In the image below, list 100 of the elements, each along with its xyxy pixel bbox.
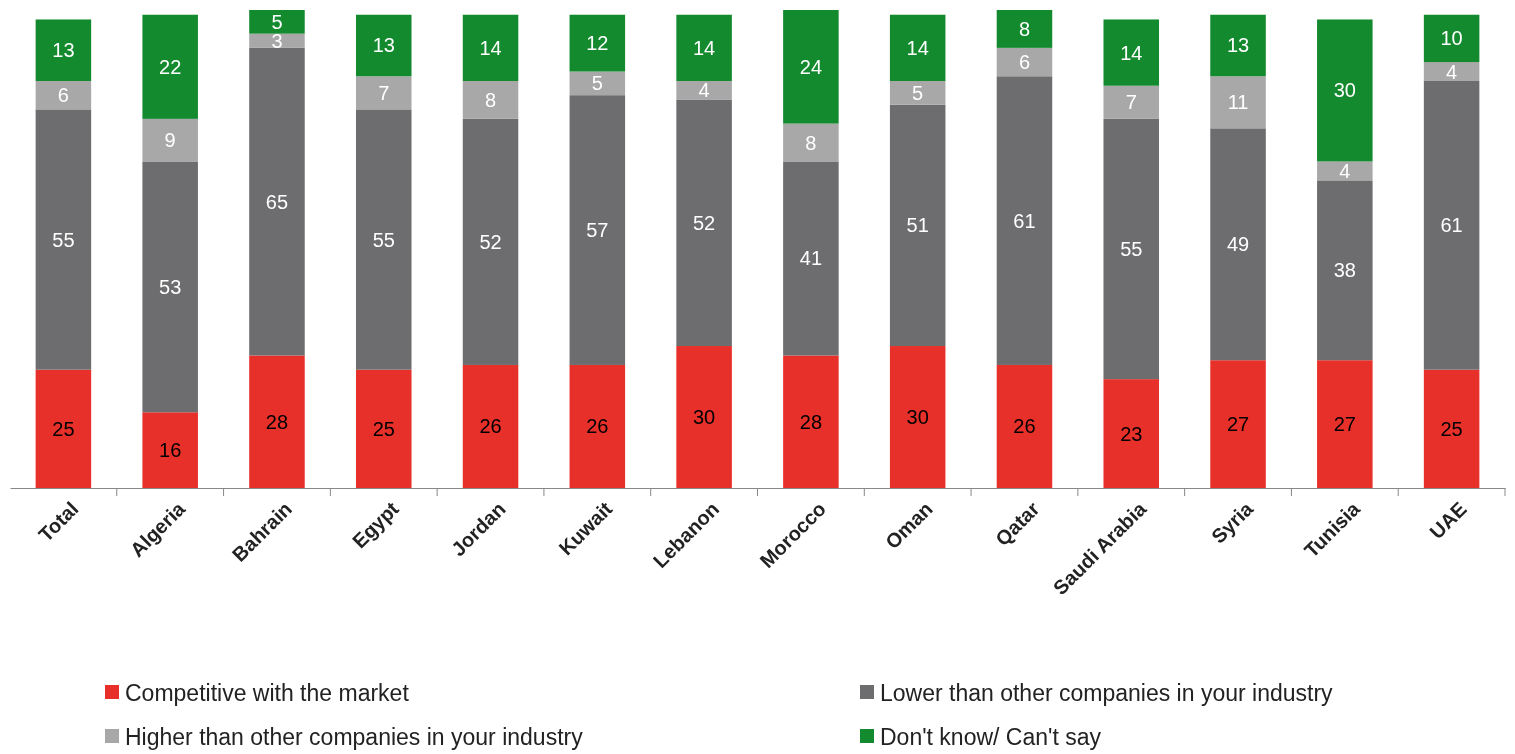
data-label: 28 bbox=[799, 410, 823, 433]
bar bbox=[355, 109, 412, 370]
bar bbox=[889, 346, 946, 488]
bar bbox=[1103, 85, 1160, 119]
data-label: 53 bbox=[159, 275, 182, 298]
bar bbox=[35, 109, 92, 370]
bar bbox=[462, 80, 519, 119]
data-label: 24 bbox=[799, 55, 823, 78]
bar bbox=[35, 19, 92, 81]
data-label: 12 bbox=[586, 32, 609, 55]
bar bbox=[569, 95, 626, 365]
bar bbox=[1317, 161, 1373, 181]
bar bbox=[1210, 360, 1266, 488]
bar bbox=[889, 104, 946, 347]
bar bbox=[462, 364, 519, 488]
data-label: 28 bbox=[265, 410, 289, 433]
data-label: 14 bbox=[479, 36, 502, 59]
bar bbox=[996, 76, 1053, 365]
bar bbox=[1317, 19, 1373, 162]
legend-label: Competitive with the market bbox=[125, 680, 410, 707]
bar bbox=[142, 161, 198, 413]
data-label: 14 bbox=[692, 36, 716, 59]
data-label: 10 bbox=[1440, 27, 1463, 50]
data-label: 25 bbox=[52, 417, 75, 440]
data-label: 27 bbox=[1226, 413, 1250, 436]
bar bbox=[676, 80, 732, 100]
data-label: 26 bbox=[1013, 415, 1036, 438]
bar bbox=[1210, 76, 1266, 129]
data-label: 57 bbox=[586, 219, 609, 242]
data-label: 16 bbox=[159, 439, 182, 462]
bar bbox=[676, 99, 732, 347]
data-label: 4 bbox=[1339, 159, 1351, 182]
data-label: 11 bbox=[1227, 91, 1249, 114]
bar bbox=[1423, 369, 1480, 488]
data-label: 55 bbox=[52, 228, 75, 251]
bar bbox=[1317, 180, 1373, 361]
bar bbox=[355, 14, 412, 77]
data-label: 25 bbox=[372, 417, 395, 440]
bar bbox=[783, 161, 839, 356]
bar bbox=[1103, 118, 1160, 380]
bar bbox=[249, 10, 305, 34]
bar bbox=[996, 47, 1053, 77]
data-label: 8 bbox=[805, 131, 817, 154]
data-label: 30 bbox=[692, 406, 716, 429]
data-label: 9 bbox=[164, 129, 176, 152]
bar bbox=[1210, 14, 1266, 77]
bar bbox=[462, 118, 519, 365]
data-label: 38 bbox=[1333, 259, 1356, 282]
bar bbox=[676, 14, 732, 81]
data-label: 6 bbox=[1018, 51, 1031, 74]
data-label: 49 bbox=[1226, 233, 1250, 256]
bar bbox=[355, 76, 412, 110]
legend-label: Don't know/ Can't say bbox=[880, 724, 1102, 751]
data-label: 25 bbox=[1440, 417, 1463, 440]
bar bbox=[569, 364, 626, 488]
bar bbox=[889, 14, 946, 81]
bar bbox=[569, 71, 626, 96]
data-label: 23 bbox=[1120, 422, 1143, 445]
data-label: 5 bbox=[912, 81, 924, 104]
bar bbox=[783, 355, 839, 488]
bar bbox=[1423, 14, 1480, 63]
data-label: 8 bbox=[1018, 17, 1031, 40]
data-label: 22 bbox=[159, 55, 182, 78]
bar bbox=[996, 10, 1053, 48]
data-label: 52 bbox=[692, 211, 716, 234]
bar bbox=[142, 412, 198, 488]
bar bbox=[142, 14, 198, 119]
bar bbox=[35, 369, 92, 488]
bar bbox=[569, 14, 626, 72]
bar bbox=[1103, 19, 1160, 86]
data-label: 41 bbox=[799, 247, 823, 270]
data-label: 27 bbox=[1333, 413, 1356, 436]
data-label: 6 bbox=[57, 84, 69, 107]
data-label: 61 bbox=[1440, 214, 1463, 237]
data-label: 13 bbox=[1226, 34, 1250, 57]
data-label: 30 bbox=[906, 406, 929, 429]
data-label: 4 bbox=[698, 79, 710, 102]
data-label: 14 bbox=[906, 36, 929, 59]
legend-label: Higher than other companies in your industry bbox=[125, 724, 584, 751]
data-label: 51 bbox=[906, 214, 929, 237]
data-label: 13 bbox=[52, 39, 75, 62]
data-label: 4 bbox=[1446, 60, 1458, 83]
bar bbox=[1210, 128, 1266, 361]
bar bbox=[783, 10, 839, 124]
data-label: 52 bbox=[479, 230, 502, 253]
data-label: 14 bbox=[1120, 41, 1143, 64]
bar bbox=[355, 369, 412, 488]
data-label: 8 bbox=[484, 88, 497, 111]
legend-label: Lower than other companies in your industry bbox=[880, 680, 1334, 707]
data-label: 26 bbox=[586, 415, 609, 438]
data-label: 7 bbox=[378, 81, 390, 104]
data-label: 65 bbox=[265, 190, 289, 213]
data-label: 26 bbox=[479, 415, 502, 438]
bar bbox=[1103, 379, 1160, 488]
bar bbox=[996, 364, 1053, 488]
bar bbox=[783, 123, 839, 162]
data-label: 61 bbox=[1013, 209, 1036, 232]
bar bbox=[1423, 62, 1480, 81]
bar bbox=[249, 355, 305, 488]
bar bbox=[142, 118, 198, 162]
